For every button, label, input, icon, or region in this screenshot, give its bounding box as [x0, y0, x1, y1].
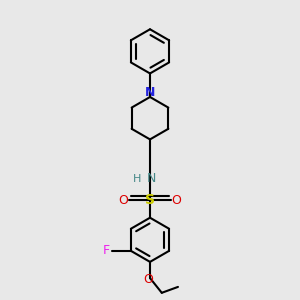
Text: N: N: [145, 86, 155, 99]
Text: O: O: [144, 273, 154, 286]
Text: S: S: [145, 193, 155, 207]
Text: F: F: [103, 244, 110, 257]
Text: N: N: [147, 172, 156, 185]
Text: O: O: [118, 194, 128, 207]
Text: O: O: [172, 194, 182, 207]
Text: H: H: [133, 174, 141, 184]
